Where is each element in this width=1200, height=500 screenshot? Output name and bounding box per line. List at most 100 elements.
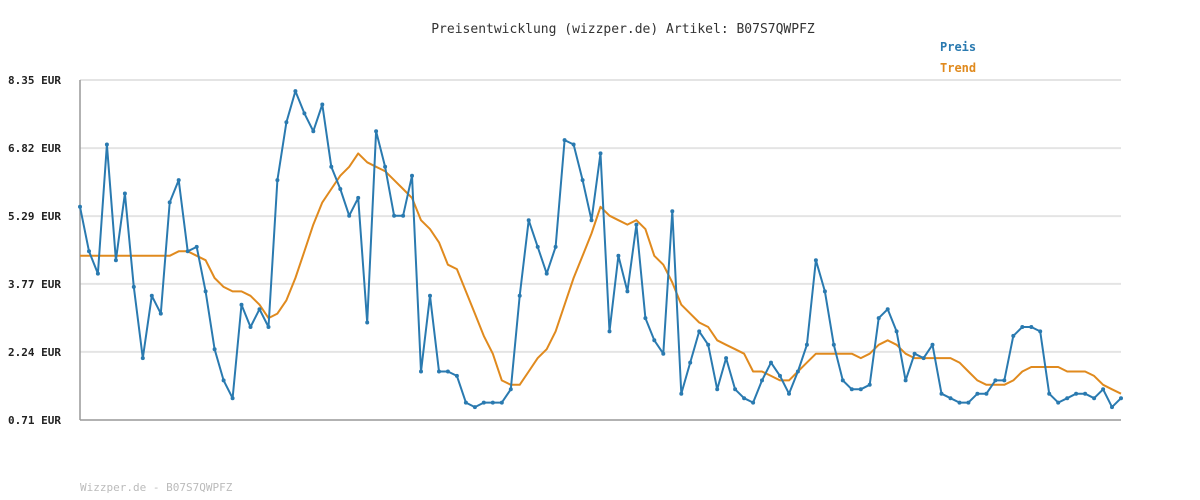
data-point bbox=[445, 369, 450, 374]
data-point bbox=[562, 138, 567, 143]
data-point bbox=[840, 378, 845, 383]
data-point bbox=[822, 289, 827, 294]
data-point bbox=[1047, 391, 1052, 396]
data-point bbox=[876, 316, 881, 321]
data-point bbox=[957, 400, 962, 405]
data-point bbox=[1020, 325, 1025, 329]
data-point bbox=[383, 164, 388, 169]
data-point bbox=[167, 200, 172, 205]
data-point bbox=[1074, 391, 1079, 396]
data-point bbox=[1110, 405, 1114, 410]
data-point bbox=[347, 213, 352, 218]
data-point bbox=[239, 302, 244, 307]
data-point bbox=[1092, 396, 1097, 401]
data-point bbox=[742, 396, 747, 401]
data-point bbox=[419, 369, 423, 374]
data-point bbox=[921, 356, 926, 361]
data-point bbox=[571, 142, 576, 147]
data-point bbox=[293, 89, 298, 94]
data-point bbox=[634, 222, 639, 227]
data-point bbox=[78, 204, 82, 209]
y-tick-label: 5.29 EUR bbox=[8, 210, 61, 223]
data-point bbox=[706, 342, 711, 347]
data-point bbox=[526, 218, 531, 223]
data-point bbox=[697, 329, 702, 334]
data-point bbox=[392, 213, 397, 218]
data-point bbox=[724, 356, 729, 361]
data-point bbox=[804, 342, 809, 347]
series-line-trend bbox=[80, 152, 1122, 395]
data-point bbox=[795, 369, 800, 374]
data-point bbox=[885, 307, 890, 312]
data-point bbox=[580, 178, 585, 183]
data-point bbox=[356, 195, 361, 200]
legend-trend: Trend bbox=[940, 61, 976, 75]
data-point bbox=[140, 356, 145, 361]
data-point bbox=[266, 325, 271, 329]
data-point bbox=[490, 400, 495, 405]
data-point bbox=[320, 102, 325, 107]
series-layer bbox=[78, 89, 1123, 410]
data-point bbox=[670, 209, 675, 214]
data-point bbox=[113, 258, 118, 263]
data-point bbox=[95, 271, 100, 276]
data-point bbox=[975, 391, 980, 396]
data-point bbox=[903, 378, 908, 383]
data-point bbox=[553, 244, 558, 249]
data-point bbox=[769, 360, 773, 365]
data-point bbox=[894, 329, 899, 334]
data-point bbox=[589, 218, 594, 223]
data-point bbox=[248, 325, 253, 329]
series-line-preis bbox=[79, 90, 1122, 409]
data-point bbox=[912, 351, 917, 356]
data-point bbox=[428, 293, 432, 298]
data-point bbox=[472, 405, 477, 410]
data-point bbox=[517, 293, 522, 298]
data-point bbox=[1029, 325, 1034, 329]
data-point bbox=[176, 178, 181, 183]
data-point bbox=[607, 329, 612, 334]
data-point bbox=[778, 373, 782, 378]
data-point bbox=[1065, 396, 1070, 401]
data-point bbox=[158, 311, 163, 316]
y-tick-label: 0.71 EUR bbox=[8, 414, 61, 427]
grid-lines bbox=[80, 79, 1121, 353]
data-point bbox=[544, 271, 549, 276]
data-point bbox=[1002, 378, 1007, 383]
data-point bbox=[867, 382, 872, 387]
data-point bbox=[437, 369, 441, 374]
data-point bbox=[813, 258, 818, 263]
data-point bbox=[275, 178, 280, 183]
data-point bbox=[221, 378, 226, 383]
data-point bbox=[454, 373, 459, 378]
data-point bbox=[939, 391, 944, 396]
data-point bbox=[984, 391, 989, 396]
data-point bbox=[858, 387, 863, 392]
data-point bbox=[131, 284, 136, 289]
data-point bbox=[1056, 400, 1061, 405]
data-point bbox=[311, 129, 316, 134]
data-point bbox=[481, 400, 486, 405]
data-point bbox=[104, 142, 109, 147]
data-point bbox=[966, 400, 971, 405]
y-tick-label: 3.77 EUR bbox=[8, 278, 61, 291]
data-point bbox=[185, 249, 190, 254]
data-point bbox=[374, 129, 379, 134]
data-point bbox=[535, 244, 540, 249]
data-point bbox=[849, 387, 854, 392]
data-point bbox=[401, 213, 406, 218]
data-point bbox=[661, 351, 666, 356]
legend-preis: Preis bbox=[940, 40, 976, 54]
data-point bbox=[203, 289, 208, 294]
data-point bbox=[598, 151, 603, 156]
data-point bbox=[1119, 396, 1123, 401]
data-point bbox=[329, 164, 334, 169]
data-point bbox=[365, 320, 370, 325]
data-point bbox=[787, 391, 791, 396]
y-tick-label: 8.35 EUR bbox=[8, 74, 61, 87]
data-point bbox=[652, 338, 657, 343]
data-point bbox=[679, 391, 684, 396]
y-tick-label: 2.24 EUR bbox=[8, 346, 61, 359]
data-point bbox=[122, 191, 127, 196]
